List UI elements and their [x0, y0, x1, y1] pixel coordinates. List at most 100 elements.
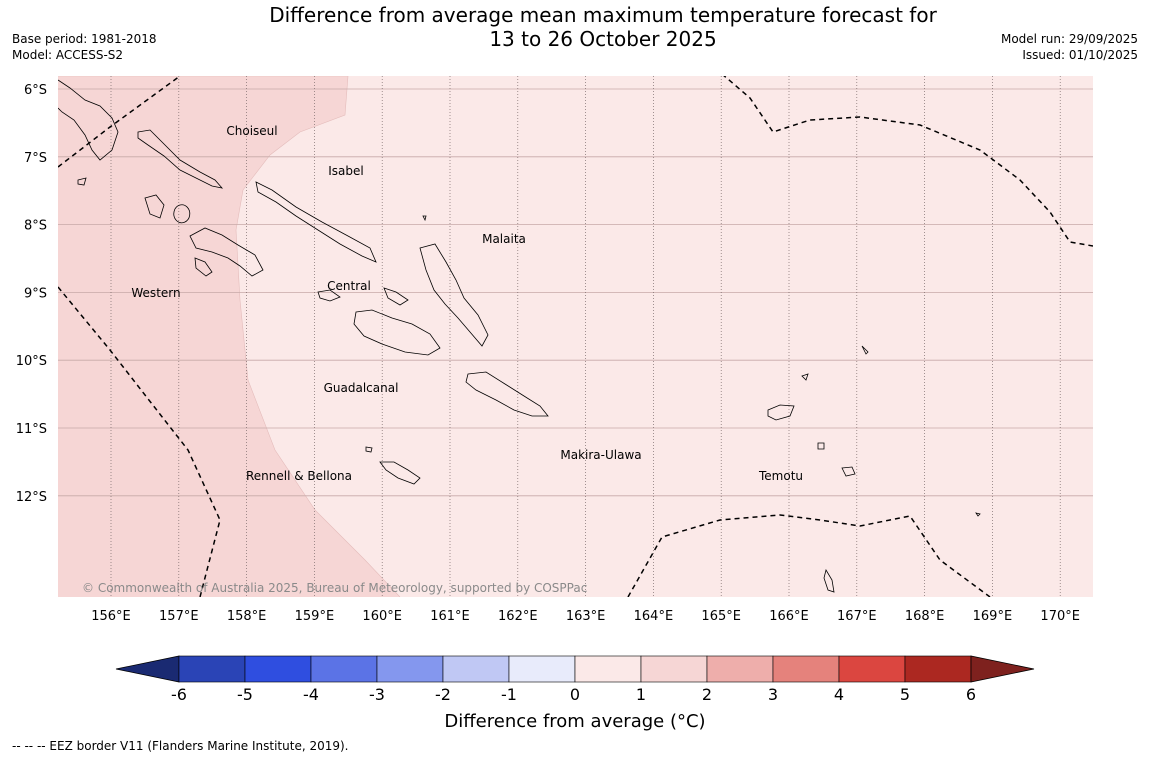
island-duff — [861, 345, 869, 355]
island-santa-isabel — [255, 181, 377, 263]
island-rendova — [194, 257, 213, 277]
colorbar-bin — [574, 655, 642, 683]
island-reef-islands — [801, 373, 809, 381]
island-makira — [465, 371, 549, 417]
islands — [58, 79, 981, 593]
latitude-label: 10°S — [16, 354, 47, 369]
latitude-label: 6°S — [24, 83, 47, 98]
colorbar-tick-label: 1 — [636, 685, 646, 704]
province-label: Rennell & Bellona — [246, 469, 352, 483]
longitude-label: 165°E — [701, 609, 741, 624]
colorbar-bin — [178, 655, 246, 683]
colorbar-tick-label: -2 — [435, 685, 451, 704]
province-label: Guadalcanal — [324, 381, 399, 395]
island-kolombangara — [173, 204, 191, 224]
latitude-labels: 6°S 7°S 8°S 9°S 10°S 11°S 12°S — [16, 83, 47, 505]
island-ontong-java — [422, 215, 427, 222]
model-text: Model: ACCESS-S2 — [12, 48, 124, 62]
colorbar-bin — [640, 655, 708, 683]
island-malaita — [419, 243, 489, 347]
longitude-label: 161°E — [430, 609, 470, 624]
island-tikopia — [817, 442, 825, 450]
colorbar-tick-label: 2 — [702, 685, 712, 704]
colorbar-bin — [376, 655, 444, 683]
longitude-label: 168°E — [905, 609, 945, 624]
island-santa-cruz — [767, 404, 795, 421]
colorbar-tick-label: 4 — [834, 685, 844, 704]
island-new-georgia — [189, 227, 264, 277]
island-nggela — [317, 289, 341, 302]
colorbar-tick-label: -3 — [369, 685, 385, 704]
base-period-text: Base period: 1981-2018 — [12, 32, 157, 46]
province-label: Temotu — [758, 469, 803, 483]
island-treasury — [77, 177, 87, 186]
island-rennell — [379, 461, 421, 485]
meta-left: Base period: 1981-2018 Model: ACCESS-S2 — [12, 31, 157, 63]
anomaly-zone-1-2C — [58, 76, 400, 597]
island-guadalcanal — [353, 309, 441, 356]
colorbar-ticks: -6 -5 -4 -3 -2 -1 0 1 2 3 4 5 6 — [171, 685, 976, 704]
title-line-2: 13 to 26 October 2025 — [489, 27, 717, 51]
colorbar-title: Difference from average (°C) — [444, 711, 705, 732]
colorbar — [115, 655, 1035, 683]
issued-text: Issued: 01/10/2025 — [1022, 48, 1138, 62]
island-vanikoro — [841, 466, 856, 477]
island-russell — [383, 287, 409, 306]
colorbar-bin — [904, 655, 972, 683]
colorbar-tick-label: 3 — [768, 685, 778, 704]
province-label: Western — [131, 286, 180, 300]
longitude-label: 164°E — [634, 609, 674, 624]
colorbar-extend-high — [970, 655, 1035, 683]
colorbar-bin — [508, 655, 576, 683]
latitude-label: 12°S — [16, 490, 47, 505]
colorbar-tick-label: -1 — [501, 685, 517, 704]
island-choiseul — [137, 129, 224, 189]
eez-border-north-east — [723, 76, 1093, 247]
latitude-label: 8°S — [24, 219, 47, 234]
eez-border-north-west — [58, 76, 181, 168]
map-panel: Choiseul Isabel Malaita Western Central Guada… — [58, 76, 1093, 597]
colorbar-bin — [310, 655, 378, 683]
province-label: Makira-Ulawa — [560, 448, 641, 462]
longitude-label: 170°E — [1040, 609, 1080, 624]
colorbar-bin — [244, 655, 312, 683]
chart-title: Difference from average mean maximum tem… — [200, 3, 1006, 51]
longitude-label: 157°E — [159, 609, 199, 624]
longitude-label: 163°E — [566, 609, 606, 624]
latitude-label: 9°S — [24, 286, 47, 301]
model-run-text: Model run: 29/09/2025 — [1000, 32, 1138, 46]
colorbar-tick-label: 6 — [966, 685, 976, 704]
longitude-label: 162°E — [498, 609, 538, 624]
colorbar-bin — [442, 655, 510, 683]
longitude-label: 158°E — [227, 609, 267, 624]
longitude-label: 160°E — [362, 609, 402, 624]
island-bougainville — [58, 79, 119, 161]
province-label: Isabel — [328, 164, 363, 178]
colorbar-tick-label: 5 — [900, 685, 910, 704]
colorbar-bin — [838, 655, 906, 683]
island-fataka — [975, 512, 981, 517]
colorbar-tick-label: -6 — [171, 685, 187, 704]
eez-footnote: -- -- -- EEZ border V11 (Flanders Marine… — [12, 739, 349, 753]
longitude-label: 159°E — [295, 609, 335, 624]
latitude-label: 7°S — [24, 151, 47, 166]
longitude-label: 156°E — [91, 609, 131, 624]
longitude-label: 167°E — [837, 609, 877, 624]
colorbar-extend-low — [115, 655, 180, 683]
longitude-label: 166°E — [769, 609, 809, 624]
province-label: Central — [327, 279, 371, 293]
province-label: Choiseul — [226, 124, 277, 138]
longitude-label: 169°E — [973, 609, 1013, 624]
colorbar-bin — [772, 655, 840, 683]
colorbar-tick-label: -5 — [237, 685, 253, 704]
title-line-1: Difference from average mean maximum tem… — [269, 3, 937, 27]
colorbar-tick-label: 0 — [570, 685, 580, 704]
eez-border-west — [58, 286, 221, 597]
copyright-notice: © Commonwealth of Australia 2025, Bureau… — [82, 581, 587, 595]
province-label: Malaita — [482, 232, 526, 246]
longitude-labels: 156°E 157°E 158°E 159°E 160°E 161°E 162°E 163°E… — [91, 609, 1080, 624]
province-labels: Choiseul Isabel Malaita Western Central Guada… — [131, 124, 803, 483]
eez-borders — [58, 76, 1093, 597]
colorbar-bin — [706, 655, 774, 683]
eez-border-south — [627, 514, 991, 597]
